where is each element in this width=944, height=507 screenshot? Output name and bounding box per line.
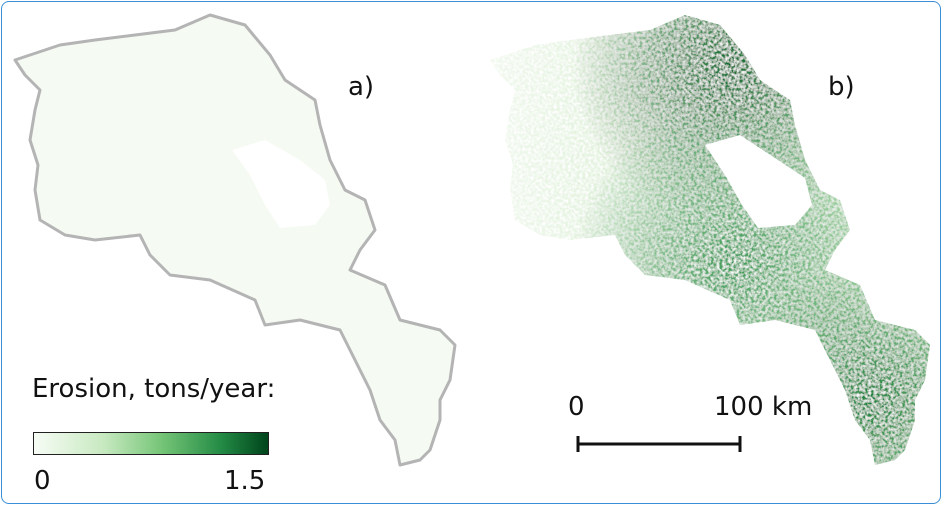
armenia-outline-a (13, 13, 457, 467)
map-panel-b (490, 15, 930, 465)
legend-max: 1.5 (224, 466, 266, 496)
lake-sevan-b (705, 135, 812, 228)
scale-end: 100 km (714, 392, 813, 422)
lake-sevan-a (232, 140, 330, 228)
map-panel-a (13, 13, 457, 467)
scale-bar (576, 436, 742, 452)
panel-label-a: a) (348, 72, 375, 102)
scale-start: 0 (568, 392, 585, 422)
panel-label-b: b) (828, 72, 855, 102)
legend-title: Erosion, tons/year: (32, 374, 276, 404)
legend-colorbar (33, 432, 269, 455)
legend-min: 0 (34, 466, 51, 496)
